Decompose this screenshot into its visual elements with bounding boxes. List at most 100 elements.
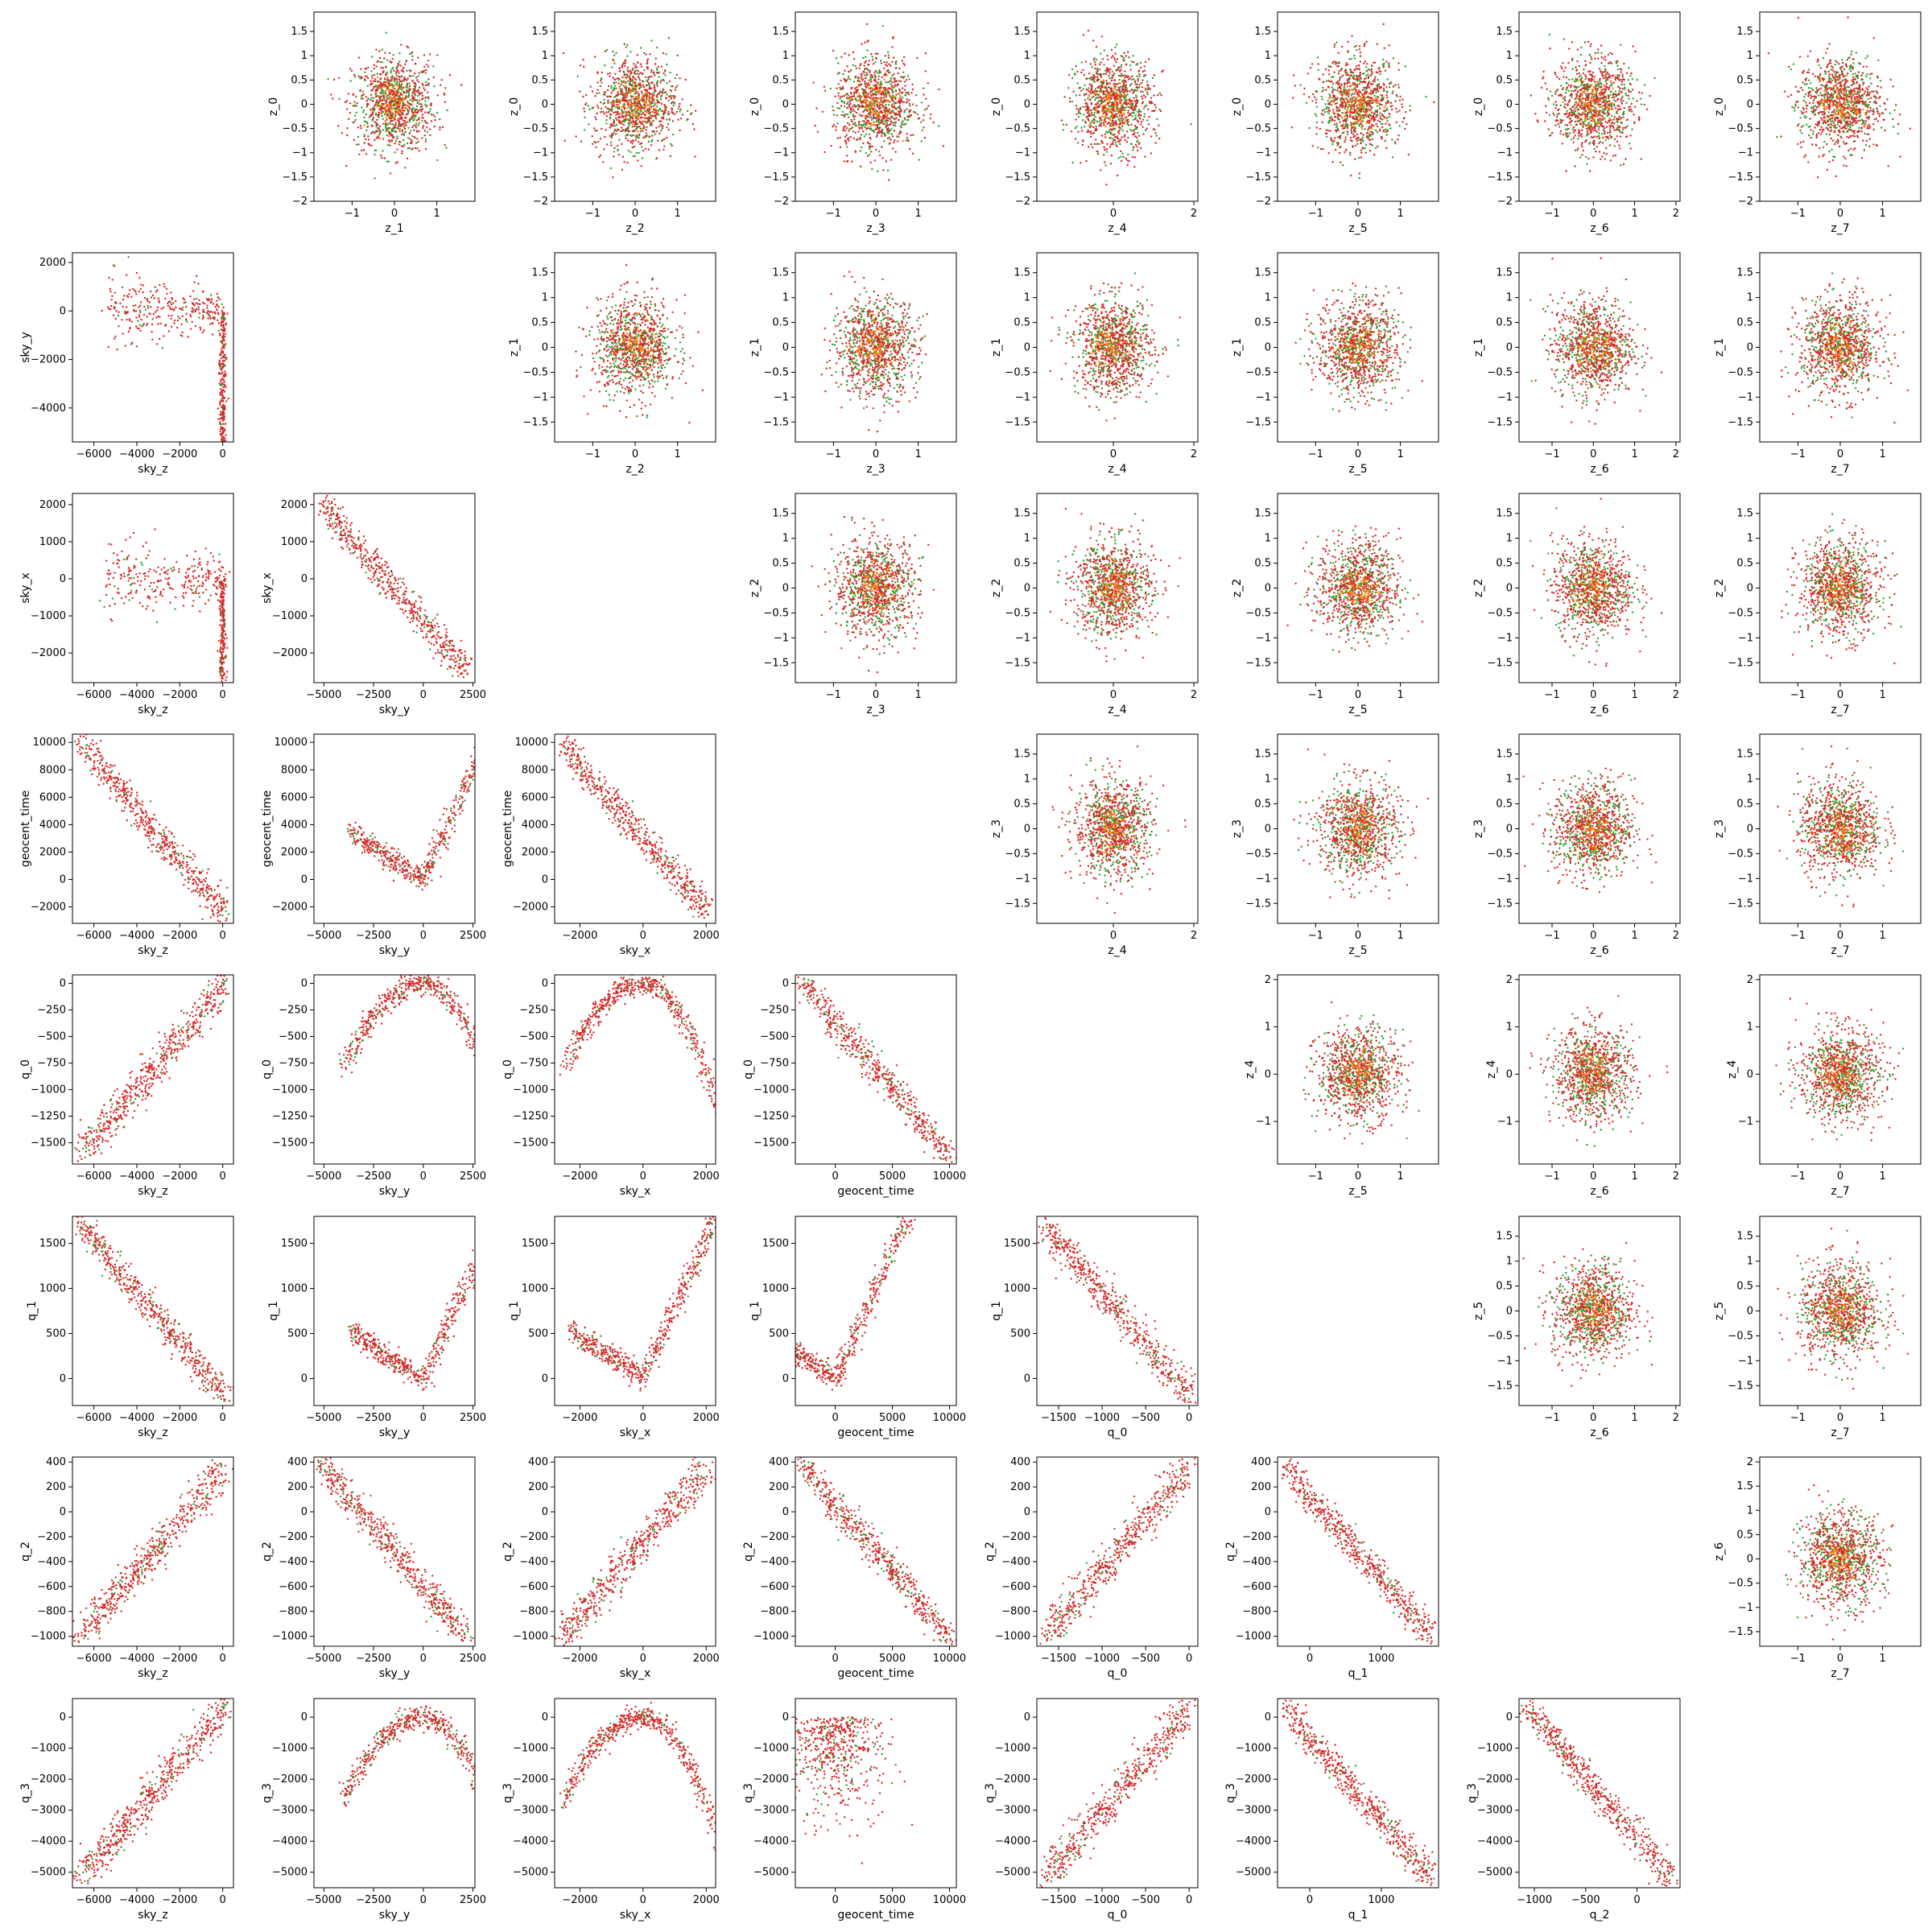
point — [371, 109, 374, 111]
point — [864, 77, 867, 80]
point — [361, 106, 363, 109]
point — [1138, 114, 1141, 116]
point — [374, 132, 376, 134]
point — [1106, 122, 1109, 126]
x-tick-label: 1 — [914, 208, 921, 220]
point — [1087, 115, 1090, 118]
point — [365, 121, 369, 124]
point — [663, 145, 666, 147]
point — [613, 132, 615, 134]
point — [892, 96, 895, 98]
point — [900, 76, 902, 78]
point — [887, 89, 890, 92]
point — [1110, 122, 1113, 125]
point — [878, 154, 881, 157]
point — [406, 157, 409, 160]
point — [383, 113, 386, 116]
point — [1108, 92, 1112, 94]
point — [625, 81, 627, 85]
point — [375, 84, 378, 86]
point — [681, 98, 683, 101]
point — [850, 118, 852, 122]
point — [911, 88, 914, 91]
point — [1344, 107, 1346, 109]
point — [878, 102, 881, 105]
point — [878, 118, 881, 121]
point — [870, 88, 873, 90]
point — [1153, 85, 1155, 88]
point — [1151, 76, 1154, 80]
point — [402, 134, 406, 136]
point — [415, 108, 417, 111]
point — [1348, 58, 1351, 60]
point — [1091, 97, 1093, 99]
point — [394, 122, 397, 124]
point — [370, 144, 373, 147]
point — [898, 131, 902, 134]
point — [1087, 129, 1089, 131]
point — [848, 123, 851, 126]
point — [869, 146, 871, 148]
point — [629, 78, 631, 80]
point — [615, 52, 617, 54]
point — [1133, 146, 1135, 148]
point — [587, 105, 589, 107]
point — [605, 119, 608, 122]
point — [654, 57, 657, 60]
point — [623, 160, 625, 163]
point — [1146, 80, 1149, 83]
point — [1114, 97, 1117, 99]
point — [376, 72, 378, 76]
point — [880, 86, 883, 89]
point — [376, 118, 378, 122]
point — [401, 130, 404, 133]
point — [1124, 138, 1126, 141]
point — [1141, 81, 1143, 85]
point — [352, 105, 354, 107]
point — [426, 126, 428, 129]
point — [693, 128, 696, 130]
point — [1143, 115, 1146, 118]
point — [1096, 150, 1098, 153]
point — [856, 100, 858, 102]
point — [1123, 94, 1125, 97]
point — [622, 123, 625, 126]
point — [411, 147, 414, 150]
point — [1126, 159, 1129, 162]
point — [1130, 60, 1133, 63]
point — [908, 102, 910, 105]
point — [388, 109, 390, 112]
point — [865, 118, 867, 120]
point — [378, 129, 381, 131]
point — [646, 134, 649, 137]
point — [1117, 89, 1120, 92]
point — [874, 99, 877, 101]
point — [408, 69, 411, 72]
point — [866, 99, 869, 102]
point — [1108, 109, 1112, 113]
point — [858, 67, 861, 70]
point — [1071, 100, 1074, 103]
point — [393, 85, 395, 88]
point — [1113, 92, 1115, 95]
point — [626, 129, 630, 131]
point — [1332, 99, 1335, 102]
point — [353, 101, 356, 104]
point — [869, 109, 872, 112]
point — [837, 92, 840, 94]
point — [380, 92, 382, 95]
y-tick-label: −2 — [292, 196, 308, 208]
point — [1092, 119, 1094, 122]
point — [1135, 126, 1137, 129]
point — [687, 118, 689, 121]
point — [1139, 118, 1141, 120]
point — [864, 114, 866, 117]
point — [865, 72, 869, 75]
point — [1381, 122, 1384, 126]
point — [623, 96, 626, 99]
y-tick-label: −1.5 — [522, 171, 548, 184]
point — [580, 140, 583, 142]
point — [1154, 132, 1157, 134]
point — [417, 56, 419, 59]
point — [415, 114, 417, 117]
